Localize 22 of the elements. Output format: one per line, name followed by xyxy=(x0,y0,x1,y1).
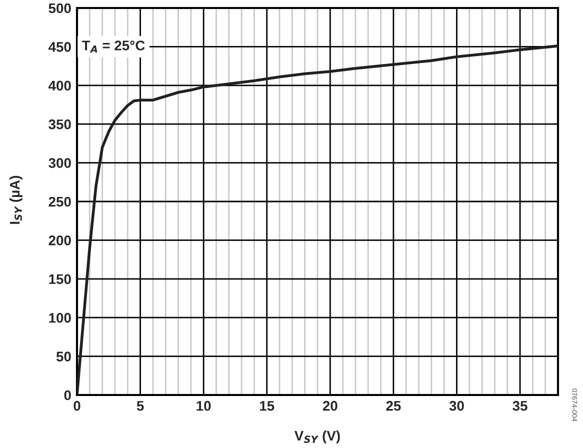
y-tick-label: 250 xyxy=(48,196,71,207)
y-tick-label: 100 xyxy=(49,312,71,323)
y-axis-title: I$_{SY}$ (µA) xyxy=(9,176,22,224)
y-tick-label: 450 xyxy=(48,42,71,52)
y-tick-label: 350 xyxy=(48,119,71,130)
annotation: T$_{A}$ = 25°C xyxy=(82,40,145,53)
x-tick-label: 15 xyxy=(260,401,274,411)
y-tick-label: 0 xyxy=(64,390,71,400)
y-tick-label: 400 xyxy=(48,80,71,91)
x-tick-label: 0 xyxy=(74,400,80,411)
y-tick-label: 50 xyxy=(56,352,71,362)
x-axis-title: V$_{SY}$ (V) xyxy=(294,430,340,444)
x-tick-label: 5 xyxy=(136,401,144,411)
x-tick-label: 30 xyxy=(449,400,464,411)
x-tick-label: 25 xyxy=(386,400,401,411)
x-tick-label: 35 xyxy=(512,400,528,411)
y-tick-label: 300 xyxy=(48,158,71,168)
x-tick-label: 20 xyxy=(322,400,338,411)
y-tick-label: 500 xyxy=(48,3,71,14)
y-tick-label: 150 xyxy=(49,274,71,284)
y-tick-label: 200 xyxy=(48,236,71,246)
x-tick-label: 10 xyxy=(196,400,211,411)
